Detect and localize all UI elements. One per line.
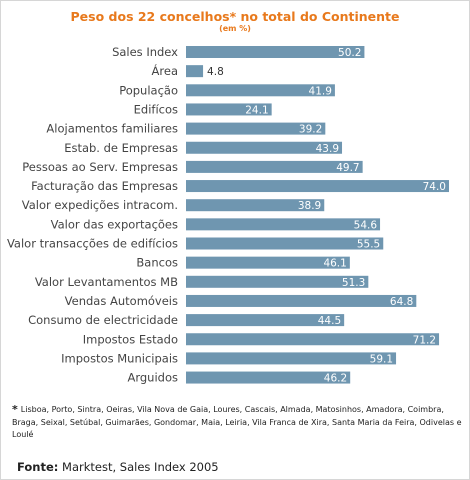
bar [186,46,365,58]
category-label: Alojamentos familiares [46,122,178,136]
bar-chart: Sales Index 50.2 Área 4.8 População 41.9 Edifí… [7,45,449,385]
value-label: 54.6 [354,219,378,231]
bar [186,256,350,269]
bar [186,65,204,78]
value-label: 51.3 [342,277,365,289]
category-label: Valor expedições intracom. [22,198,178,212]
value-label: 46.1 [323,258,346,270]
category-label: Edifícos [134,102,178,116]
bar [186,371,351,384]
value-label: 38.9 [298,200,321,212]
footnote: * Lisboa, Porto, Sintra, Oeiras, Vila Nov… [12,403,467,442]
value-label: 44.5 [318,315,341,327]
bar [186,314,345,327]
footnote-marker: * [12,403,18,416]
value-label: 46.2 [324,373,347,385]
bar [186,294,417,307]
value-label: 49.7 [336,162,359,174]
source-text: Marktest, Sales Index 2005 [62,460,219,474]
category-label: Sales Index [112,45,178,59]
bar [186,352,397,365]
category-label: População [119,83,178,97]
category-label: Consumo de electricidade [28,313,178,327]
value-label: 50.2 [338,47,361,59]
category-label: Bancos [136,256,178,270]
value-label: 71.2 [413,334,436,346]
value-label: 55.5 [357,239,380,251]
category-label: Valor transacções de edifícios [7,237,178,251]
source-label: Fonte: [17,460,59,474]
chart-title: Peso dos 22 concelhos* no total do Conti… [70,9,400,24]
value-label: 74.0 [423,181,446,193]
bar [186,141,343,154]
bar [186,84,335,97]
category-label: Área [152,63,178,78]
footnote-text: Lisboa, Porto, Sintra, Oeiras, Vila Nova… [12,405,462,439]
value-label: 64.8 [390,296,413,308]
category-label: Arguidos [127,371,178,385]
bar [186,333,440,346]
bar [186,180,449,193]
bar [186,237,384,250]
value-label: 59.1 [370,353,393,365]
bar [186,218,381,231]
category-label: Valor Levantamentos MB [35,275,178,289]
category-label: Valor das exportações [51,217,178,231]
value-label: 4.8 [207,66,224,78]
bar [186,199,325,212]
category-label: Facturação das Empresas [31,179,178,193]
value-label: 24.1 [245,104,268,116]
value-label: 43.9 [316,143,339,155]
category-label: Impostos Estado [83,332,178,346]
bar [186,275,369,288]
chart-subtitle: (em %) [219,24,251,33]
bar [186,103,272,116]
bar [186,122,326,135]
bar [186,160,363,173]
source-line: Fonte: Marktest, Sales Index 2005 [17,460,219,474]
value-label: 39.2 [299,124,322,136]
category-label: Impostos Municipais [61,351,178,365]
category-label: Pessoas ao Serv. Empresas [22,160,178,174]
value-label: 41.9 [309,85,332,97]
category-label: Estab. de Empresas [64,141,178,155]
category-label: Vendas Automóveis [65,294,178,308]
